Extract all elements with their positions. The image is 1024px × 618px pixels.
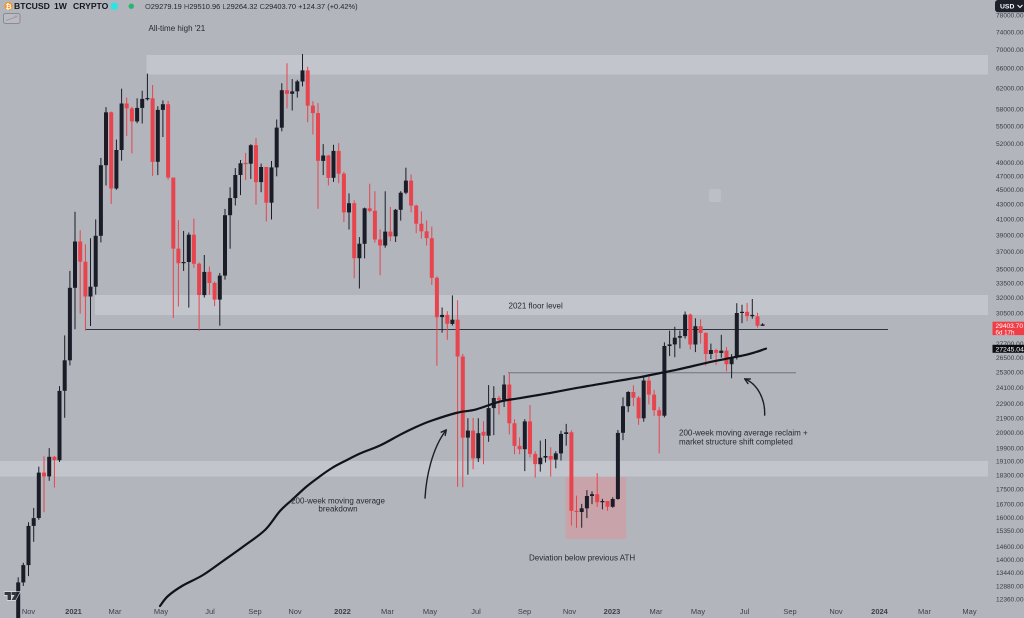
svg-text:22900.00: 22900.00 — [996, 401, 1024, 408]
svg-text:Mar: Mar — [109, 607, 122, 616]
svg-text:BTCUSD: BTCUSD — [14, 1, 50, 11]
svg-text:78000.00: 78000.00 — [996, 13, 1024, 20]
svg-text:May: May — [962, 607, 976, 616]
svg-text:27245.04: 27245.04 — [996, 346, 1024, 353]
svg-text:25300.00: 25300.00 — [996, 370, 1024, 377]
svg-text:breakdown: breakdown — [318, 505, 357, 514]
svg-text:39000.00: 39000.00 — [996, 232, 1024, 239]
svg-text:20900.00: 20900.00 — [996, 430, 1024, 437]
svg-text:16700.00: 16700.00 — [996, 501, 1024, 508]
svg-text:Nov: Nov — [829, 607, 843, 616]
svg-text:Deviation below previous ATH: Deviation below previous ATH — [529, 554, 635, 563]
svg-text:58000.00: 58000.00 — [996, 107, 1024, 114]
svg-text:15350.00: 15350.00 — [996, 528, 1024, 535]
svg-text:6d 17h: 6d 17h — [996, 329, 1015, 336]
svg-text:29403.70: 29403.70 — [996, 323, 1024, 330]
svg-text:21900.00: 21900.00 — [996, 415, 1024, 422]
svg-text:market structure shift complet: market structure shift completed — [679, 438, 793, 447]
svg-text:2021: 2021 — [65, 607, 82, 616]
svg-text:17500.00: 17500.00 — [996, 487, 1024, 494]
svg-text:Nov: Nov — [288, 607, 302, 616]
svg-text:26500.00: 26500.00 — [996, 355, 1024, 362]
svg-text:Mar: Mar — [381, 607, 394, 616]
svg-text:13440.00: 13440.00 — [996, 570, 1024, 577]
svg-text:14600.00: 14600.00 — [996, 544, 1024, 551]
svg-text:Jul: Jul — [205, 607, 215, 616]
svg-text:16000.00: 16000.00 — [996, 515, 1024, 522]
svg-text:CRYPTO: CRYPTO — [73, 1, 109, 11]
svg-text:47000.00: 47000.00 — [996, 173, 1024, 180]
svg-text:18300.00: 18300.00 — [996, 472, 1024, 479]
svg-text:200-week moving average reclai: 200-week moving average reclaim + — [679, 429, 808, 438]
svg-text:Nov: Nov — [563, 607, 577, 616]
svg-text:37000.00: 37000.00 — [996, 249, 1024, 256]
svg-text:70000.00: 70000.00 — [996, 47, 1024, 54]
svg-text:2024: 2024 — [871, 607, 889, 616]
svg-text:May: May — [691, 607, 705, 616]
svg-text:27700.00: 27700.00 — [996, 341, 1024, 348]
svg-text:May: May — [423, 607, 437, 616]
svg-text:12360.00: 12360.00 — [996, 597, 1024, 604]
svg-text:Sep: Sep — [518, 607, 531, 616]
svg-text:19100.00: 19100.00 — [996, 459, 1024, 466]
svg-text:2023: 2023 — [604, 607, 621, 616]
svg-text:1W: 1W — [54, 1, 68, 11]
svg-text:43000.00: 43000.00 — [996, 202, 1024, 209]
svg-text:Sep: Sep — [248, 607, 261, 616]
svg-text:19900.00: 19900.00 — [996, 446, 1024, 453]
svg-text:66000.00: 66000.00 — [996, 66, 1024, 73]
svg-text:45000.00: 45000.00 — [996, 187, 1024, 194]
svg-text:33500.00: 33500.00 — [996, 281, 1024, 288]
svg-text:₿: ₿ — [6, 2, 12, 11]
svg-text:55000.00: 55000.00 — [996, 123, 1024, 130]
svg-text:Jul: Jul — [740, 607, 750, 616]
svg-text:200-week moving average: 200-week moving average — [291, 497, 385, 506]
svg-text:74000.00: 74000.00 — [996, 29, 1024, 36]
svg-text:Nov: Nov — [22, 607, 36, 616]
svg-text:2022: 2022 — [334, 607, 351, 616]
svg-text:52000.00: 52000.00 — [996, 141, 1024, 148]
svg-text:49000.00: 49000.00 — [996, 160, 1024, 167]
svg-text:35000.00: 35000.00 — [996, 267, 1024, 274]
svg-text:62000.00: 62000.00 — [996, 86, 1024, 93]
svg-text:O29279.19 H29510.96 L29264.32: O29279.19 H29510.96 L29264.32 C29403.70 … — [145, 2, 358, 11]
svg-text:32000.00: 32000.00 — [996, 295, 1024, 302]
svg-text:Mar: Mar — [650, 607, 663, 616]
svg-text:Sep: Sep — [783, 607, 796, 616]
svg-text:14000.00: 14000.00 — [996, 557, 1024, 564]
svg-text:24100.00: 24100.00 — [996, 385, 1024, 392]
svg-text:Jul: Jul — [471, 607, 481, 616]
svg-text:Mar: Mar — [918, 607, 931, 616]
svg-text:USD: USD — [1000, 4, 1014, 11]
svg-text:41000.00: 41000.00 — [996, 217, 1024, 224]
svg-text:All-time high '21: All-time high '21 — [149, 24, 206, 33]
svg-text:30500.00: 30500.00 — [996, 310, 1024, 317]
svg-text:2021 floor level: 2021 floor level — [509, 302, 563, 311]
svg-text:12880.00: 12880.00 — [996, 584, 1024, 591]
svg-text:May: May — [154, 607, 168, 616]
